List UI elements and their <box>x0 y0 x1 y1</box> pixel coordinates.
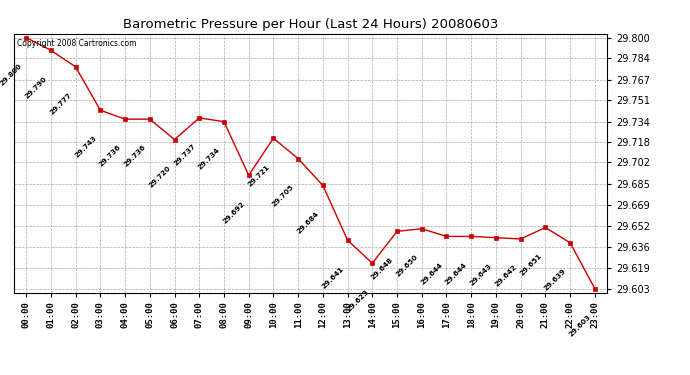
Text: 29.641: 29.641 <box>321 265 345 289</box>
Text: Copyright 2008 Cartronics.com: Copyright 2008 Cartronics.com <box>17 39 136 48</box>
Text: 29.684: 29.684 <box>296 210 320 234</box>
Text: 29.777: 29.777 <box>49 92 73 116</box>
Text: 29.643: 29.643 <box>469 263 493 287</box>
Text: 29.737: 29.737 <box>172 143 197 167</box>
Text: 29.623: 29.623 <box>346 288 370 312</box>
Text: 29.720: 29.720 <box>148 165 172 189</box>
Text: 29.650: 29.650 <box>395 254 419 278</box>
Text: 29.642: 29.642 <box>494 264 518 288</box>
Text: 29.721: 29.721 <box>247 163 270 187</box>
Text: 29.736: 29.736 <box>123 144 147 168</box>
Text: 29.736: 29.736 <box>98 144 122 168</box>
Text: 29.651: 29.651 <box>518 252 542 277</box>
Text: 29.734: 29.734 <box>197 147 221 171</box>
Text: 29.800: 29.800 <box>0 63 23 87</box>
Title: Barometric Pressure per Hour (Last 24 Hours) 20080603: Barometric Pressure per Hour (Last 24 Ho… <box>123 18 498 31</box>
Text: 29.639: 29.639 <box>543 268 567 292</box>
Text: 29.692: 29.692 <box>221 200 246 224</box>
Text: 29.705: 29.705 <box>271 184 295 208</box>
Text: 29.644: 29.644 <box>420 261 444 285</box>
Text: 29.644: 29.644 <box>444 261 469 285</box>
Text: 29.790: 29.790 <box>24 75 48 99</box>
Text: 29.743: 29.743 <box>74 135 97 159</box>
Text: 29.648: 29.648 <box>370 256 394 280</box>
Text: 29.603: 29.603 <box>568 314 592 338</box>
